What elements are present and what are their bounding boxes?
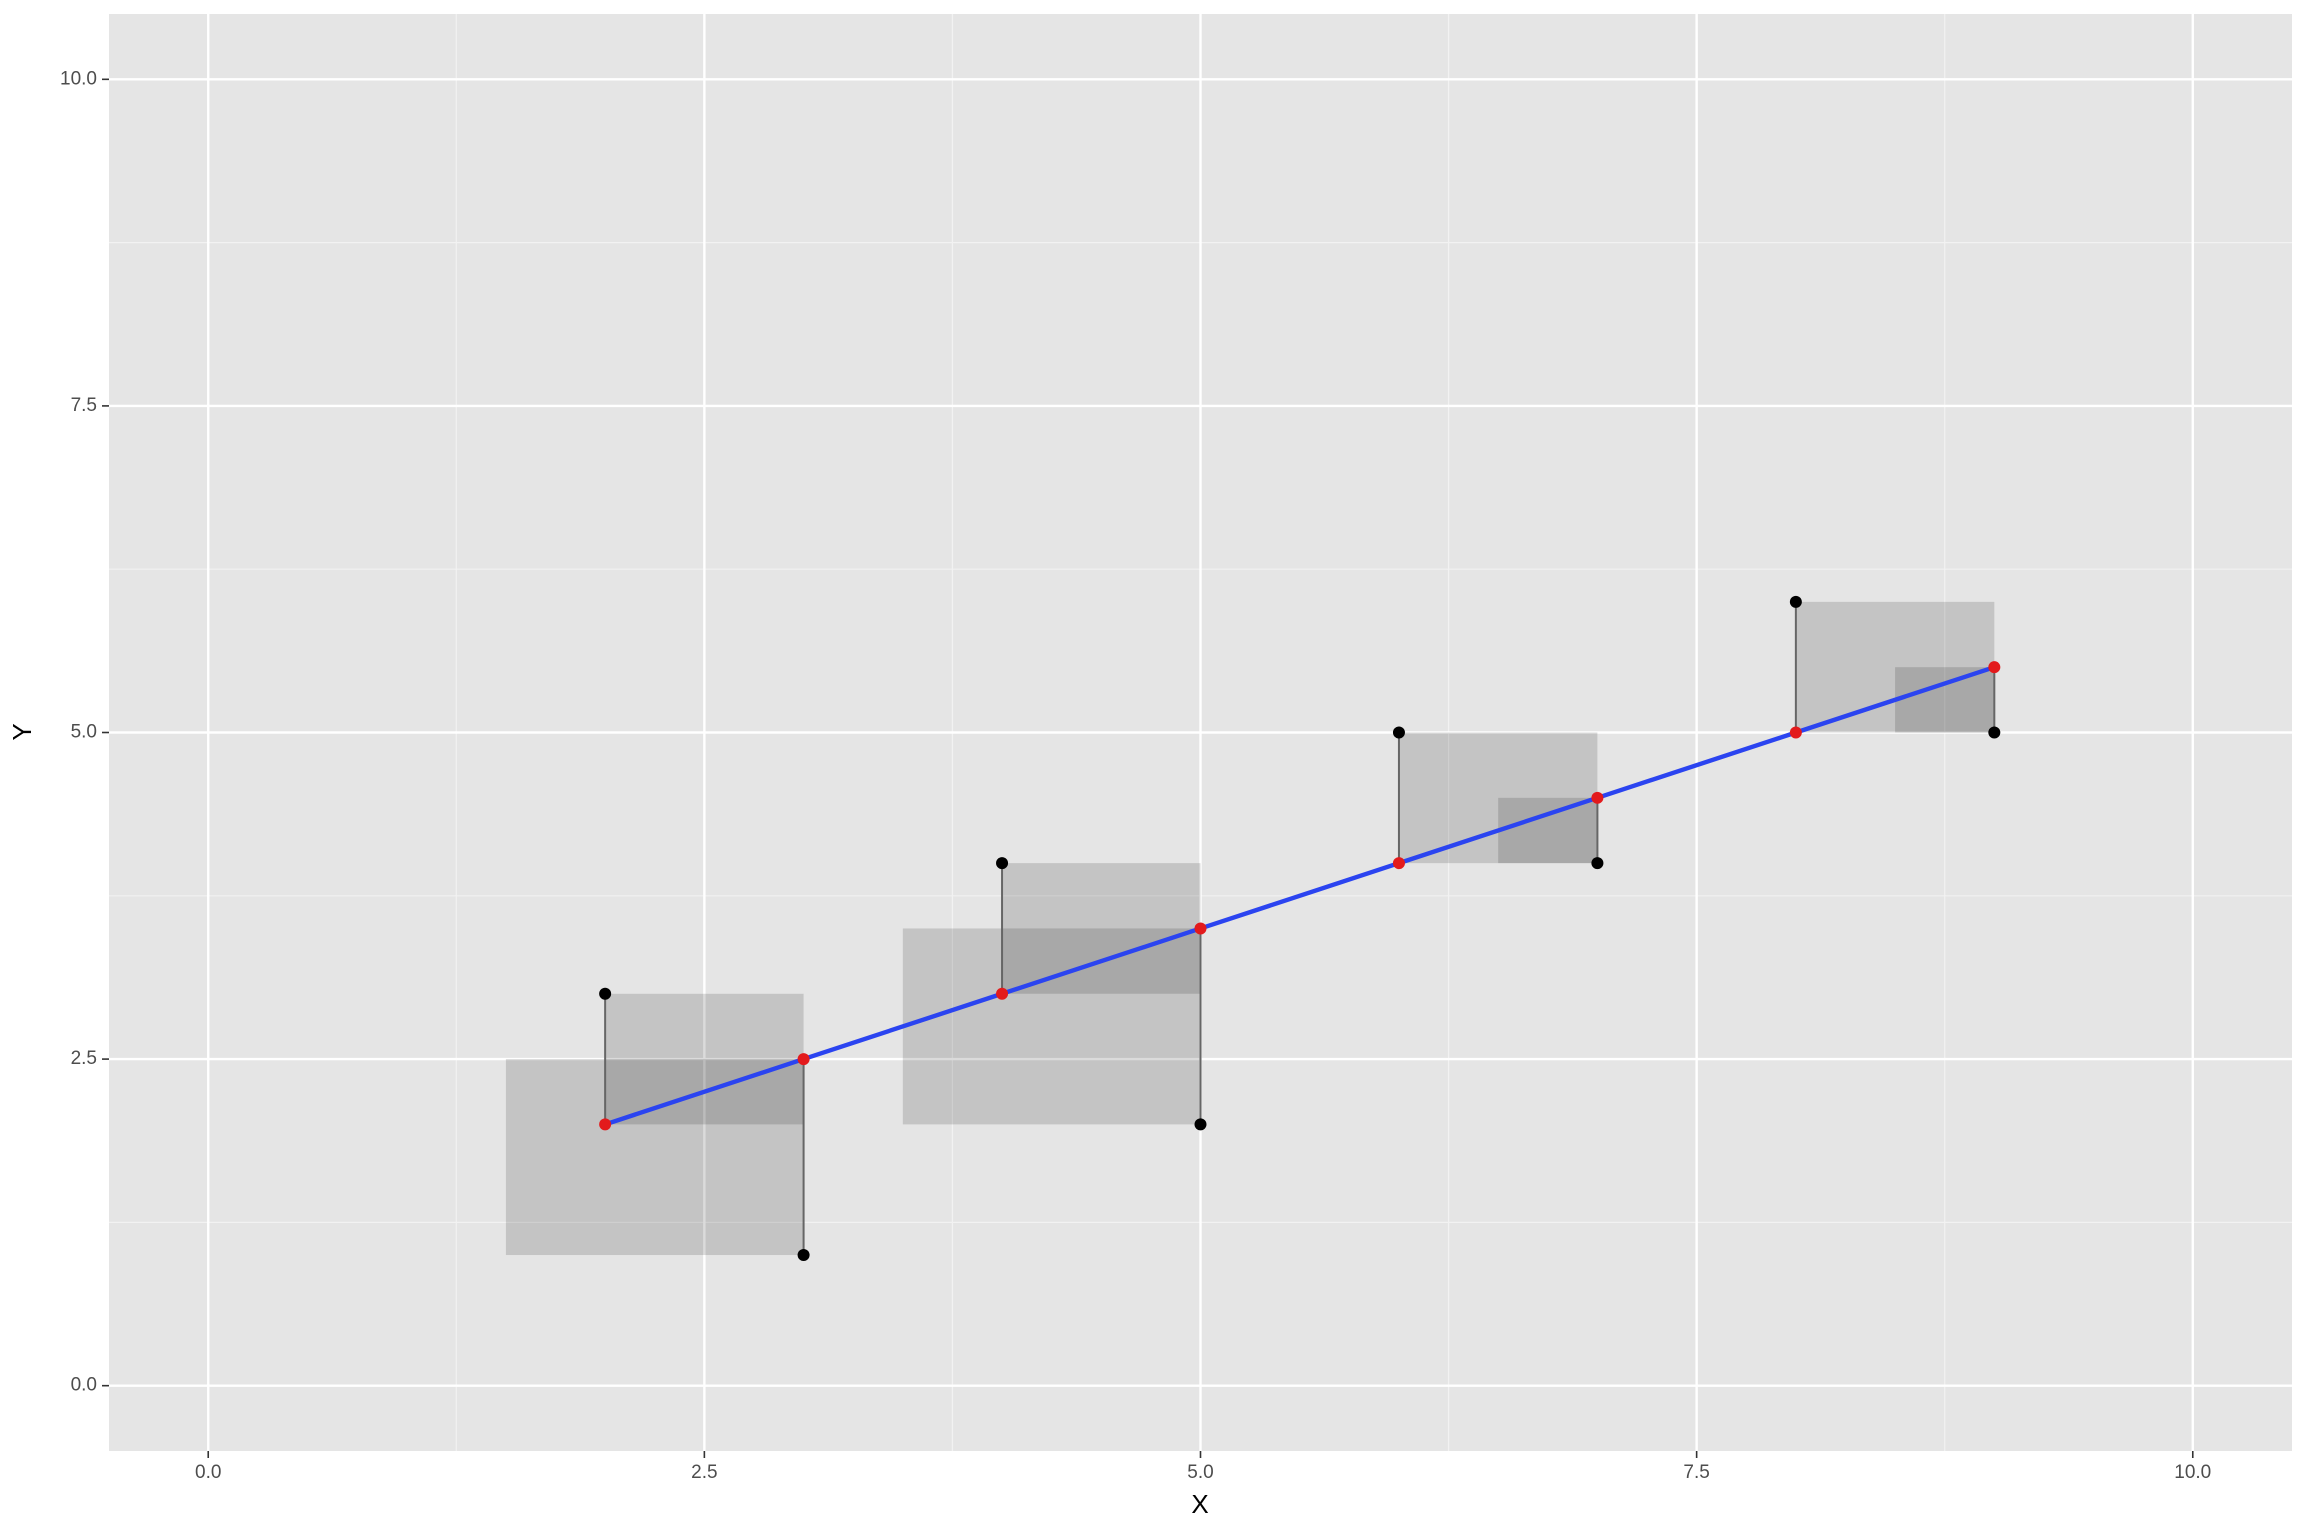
observed-point <box>797 1249 810 1262</box>
residual-square <box>1795 601 1995 733</box>
x-tick-label: 7.5 <box>1683 1462 1709 1483</box>
x-tick-label: 0.0 <box>195 1462 221 1483</box>
fitted-point <box>996 987 1009 1000</box>
y-tick-label: 0.0 <box>71 1375 97 1396</box>
fit-line <box>604 665 1996 1127</box>
observed-point <box>1789 595 1802 608</box>
residual-square <box>902 928 1201 1125</box>
residual-square <box>1002 863 1201 994</box>
observed-point <box>599 987 612 1000</box>
fitted-point <box>1789 726 1802 739</box>
y-tick-label: 2.5 <box>71 1048 97 1069</box>
residual-square <box>505 1059 804 1256</box>
observed-point <box>1392 726 1405 739</box>
x-axis-title: X <box>1191 1489 1208 1519</box>
residual-square <box>605 993 804 1125</box>
observed-point <box>1591 857 1604 870</box>
x-tick-label: 5.0 <box>1187 1462 1213 1483</box>
x-tick-label: 10.0 <box>2174 1462 2211 1483</box>
residual-square <box>1895 667 1995 733</box>
x-tick-label: 2.5 <box>691 1462 717 1483</box>
fitted-point <box>1988 661 2001 674</box>
residual-square <box>1398 732 1598 864</box>
observed-point <box>1988 726 2001 739</box>
observed-point <box>1194 1118 1207 1131</box>
fitted-point <box>1194 922 1207 935</box>
fitted-point <box>1392 857 1405 870</box>
y-tick-label: 5.0 <box>71 722 97 743</box>
y-tick-label: 7.5 <box>71 395 97 416</box>
residual-square <box>1498 797 1598 864</box>
fitted-point <box>599 1118 612 1131</box>
y-tick-label: 10.0 <box>60 68 97 89</box>
fitted-point <box>1591 791 1604 804</box>
fitted-point <box>797 1053 810 1066</box>
y-axis-title: Y <box>7 723 37 740</box>
observed-point <box>996 857 1009 870</box>
